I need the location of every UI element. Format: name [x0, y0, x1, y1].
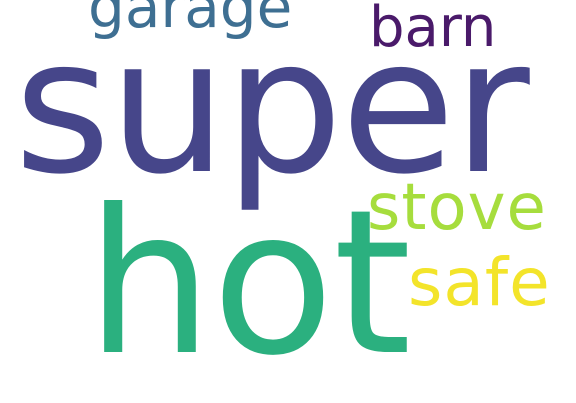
word-barn: barn	[369, 0, 497, 60]
word-garage: garage	[88, 0, 293, 41]
word-stove: stove	[367, 171, 547, 245]
word-safe: safe	[408, 244, 551, 321]
word-super: super	[14, 0, 530, 215]
word-hot: hot	[86, 167, 412, 400]
